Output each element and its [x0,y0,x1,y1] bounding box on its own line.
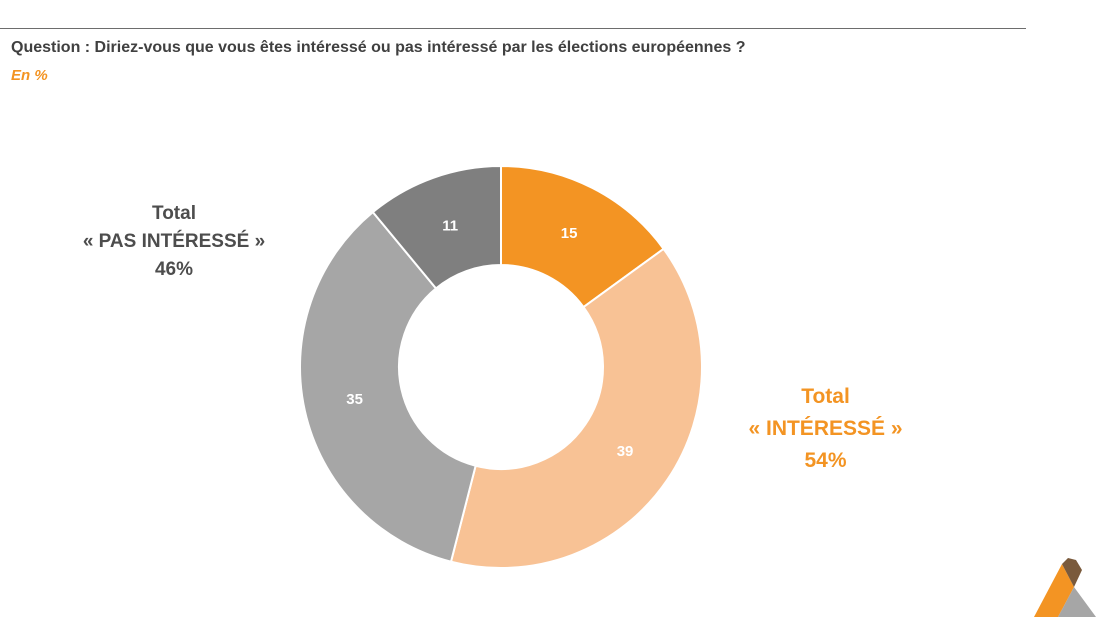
donut-slice-label-2: 35 [346,391,363,408]
question-title: Question : Diriez-vous que vous êtes int… [11,39,746,56]
annotation-not-interested-line1: Total [152,203,196,224]
annotation-not-interested: Total « PAS INTÉRESSÉ » 46% [64,200,284,284]
donut-slice-1 [449,247,703,569]
annotation-interested-total: 54% [804,449,847,472]
donut-slice-label-3: 11 [442,217,458,234]
donut-slices [299,164,703,569]
donut-slice-label-1: 39 [617,443,634,460]
donut-labels: 15 39 35 11 [346,217,633,459]
donut-slice-2 [299,210,477,563]
annotation-not-interested-line2: « PAS INTÉRESSÉ » [82,231,266,252]
donut-slice-0 [500,164,666,309]
top-rule [0,28,1026,29]
brand-logo-icon [1034,558,1096,617]
unit-label: En % [11,67,48,84]
annotation-not-interested-total: 46% [154,259,194,280]
annotation-interested-line1: Total [801,385,850,408]
annotation-interested: Total « INTÉRESSÉ » 54% [718,381,933,477]
donut-slice-label-0: 15 [561,225,578,242]
annotation-interested-line2: « INTÉRESSÉ » [748,417,903,440]
donut-slice-3 [371,164,502,290]
